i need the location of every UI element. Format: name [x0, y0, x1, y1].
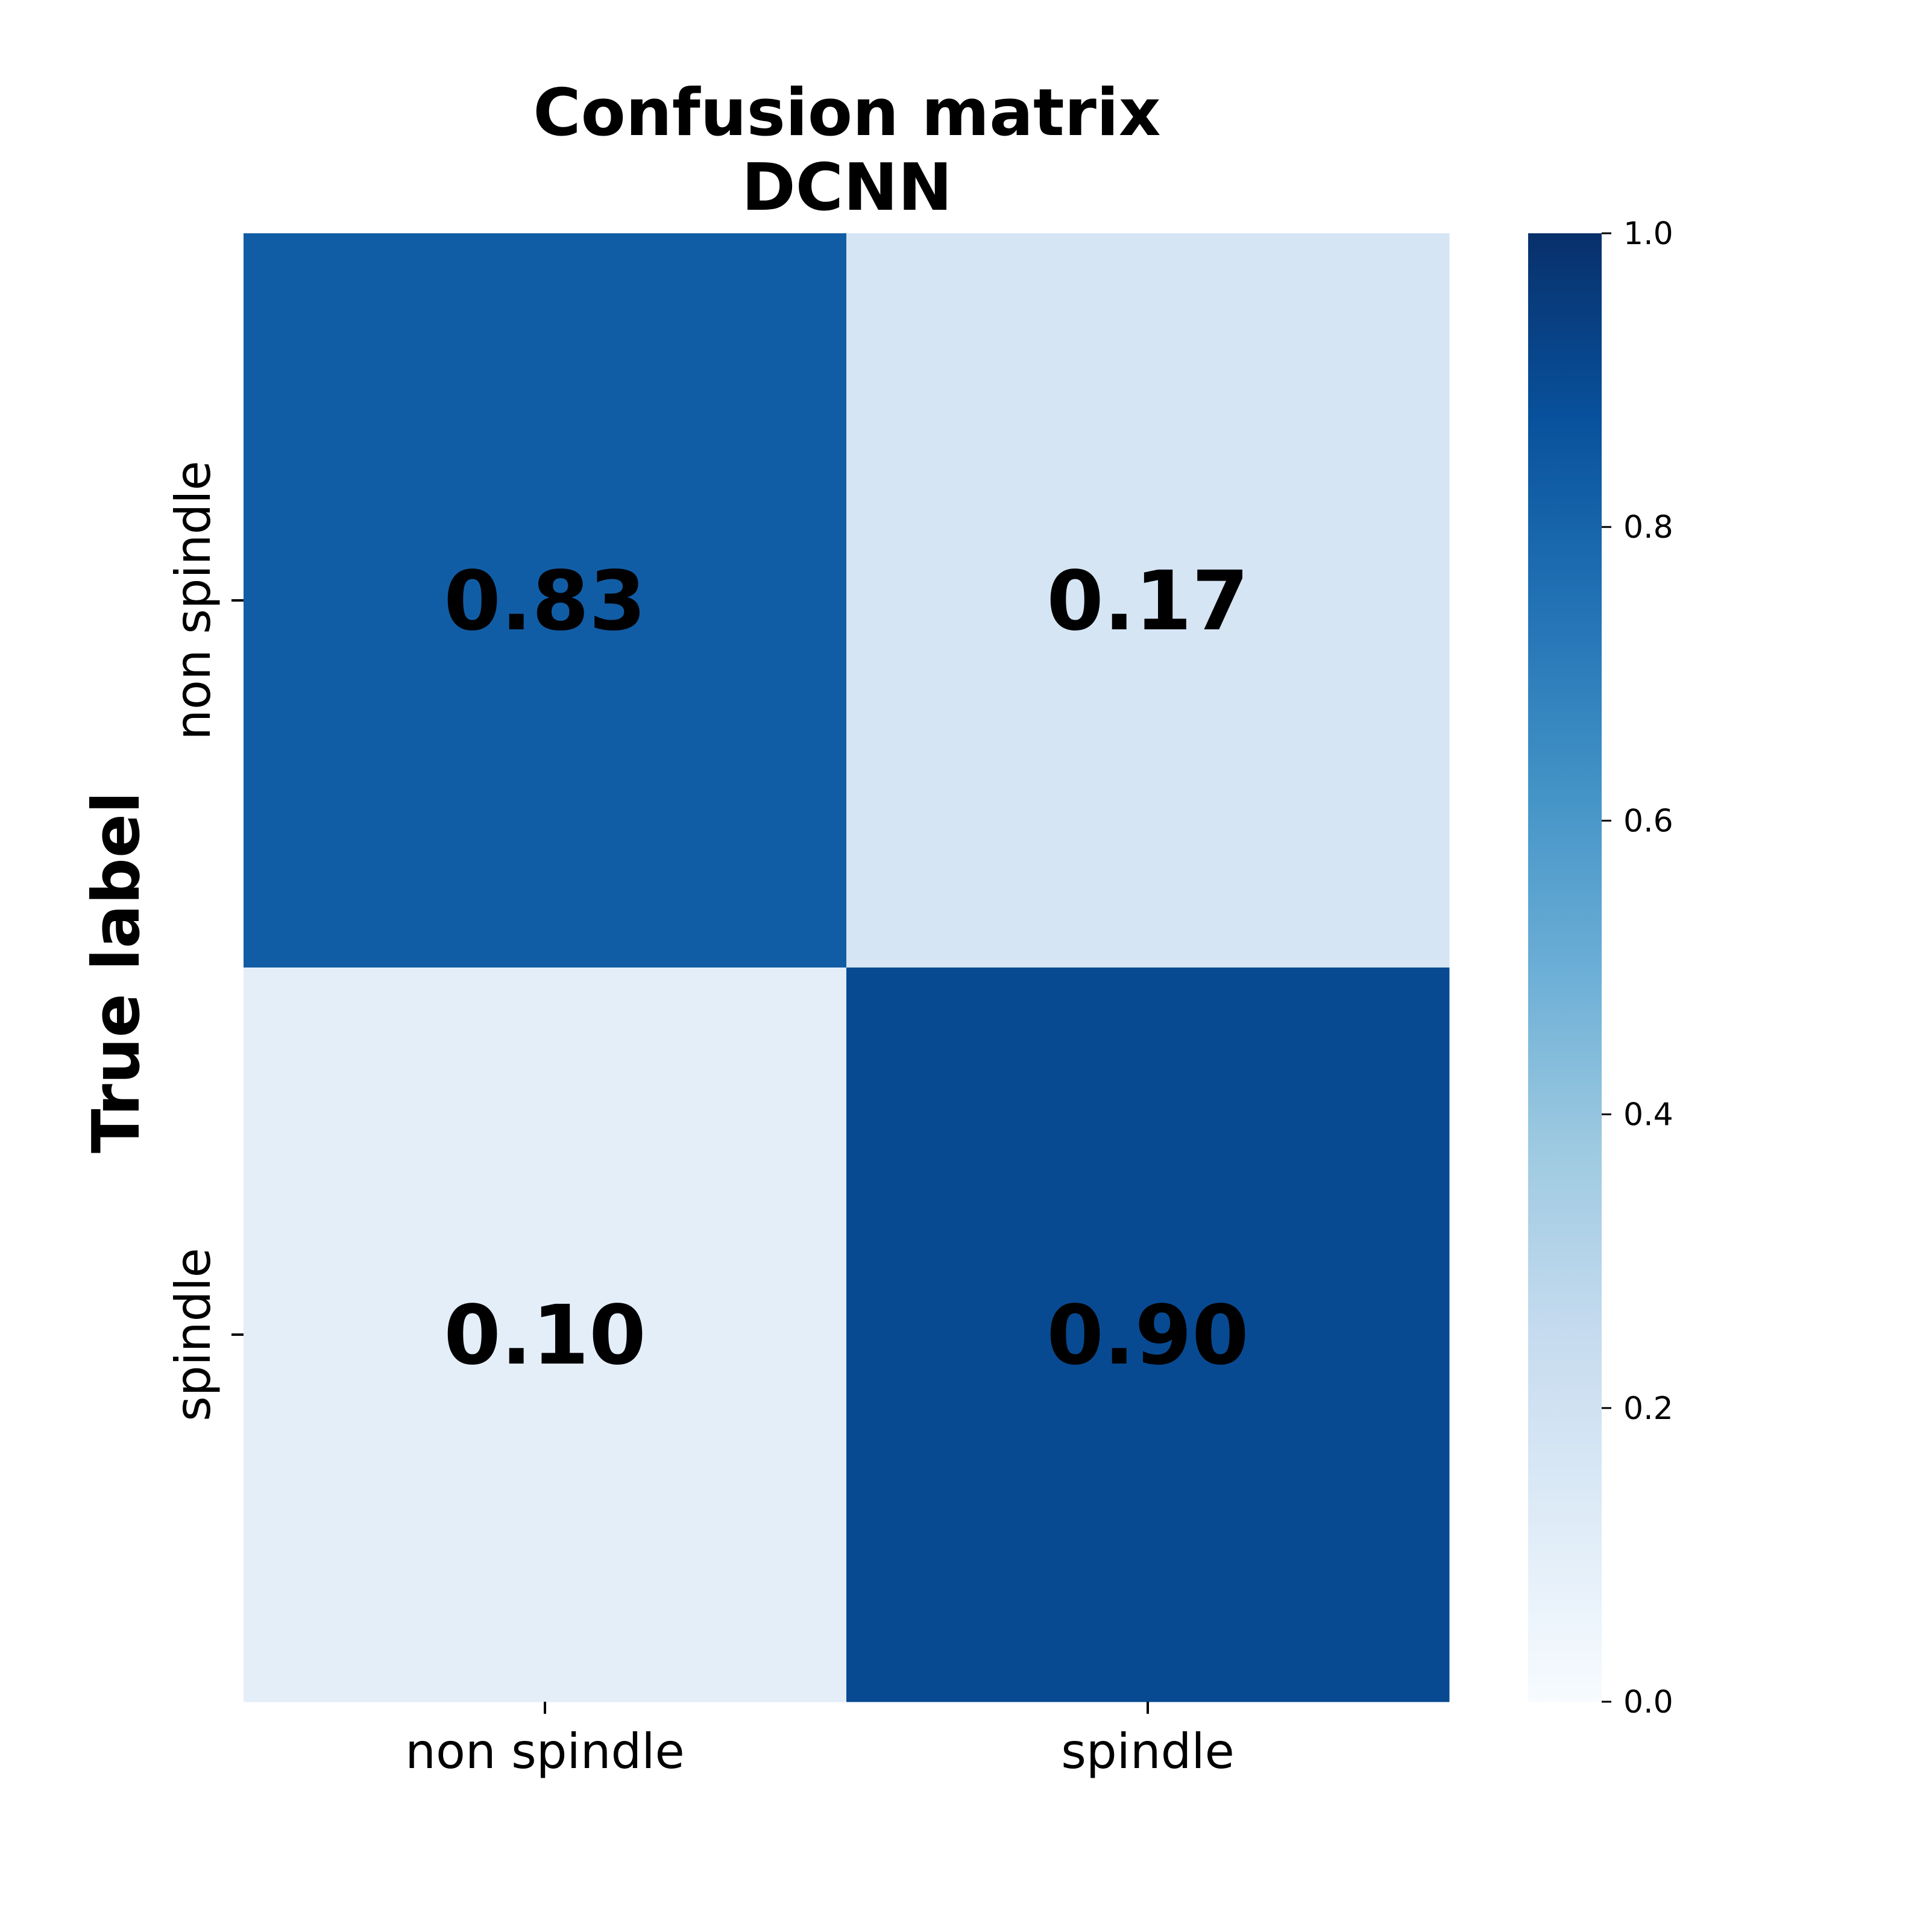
x-tick-label: spindle: [1061, 1723, 1235, 1779]
colorbar-tick-label: 0.4: [1623, 1097, 1673, 1133]
heatmap-cell: [244, 968, 847, 1702]
colorbar-tick-label: 0.6: [1623, 803, 1673, 839]
colorbar: 0.0 0.2 0.4 0.6 0.8 1.0: [1528, 216, 1673, 1720]
y-tick-label: non spindle: [165, 461, 221, 740]
cell-value-label: 0.90: [1046, 1288, 1249, 1383]
heatmap-cells: 0.83 0.17 0.10 0.90: [244, 233, 1450, 1702]
chart-title-line-2: DCNN: [741, 150, 952, 225]
x-tick-label: non spindle: [405, 1723, 684, 1779]
x-axis-ticks: non spindle spindle: [405, 1702, 1235, 1779]
colorbar-tick-label: 0.8: [1623, 509, 1673, 546]
cell-value-label: 0.83: [444, 554, 646, 649]
cell-value-label: 0.17: [1046, 554, 1249, 649]
colorbar-gradient: [1528, 233, 1602, 1702]
y-tick-label: spindle: [165, 1248, 221, 1421]
y-axis-ticks: non spindle spindle: [165, 461, 244, 1421]
heatmap-cell: [846, 968, 1450, 1702]
heatmap-cell: [846, 233, 1450, 968]
colorbar-tick-label: 1.0: [1623, 216, 1673, 252]
y-axis-label: True label: [79, 791, 154, 1153]
heatmap-cell: [244, 233, 847, 968]
chart-title-line-1: Confusion matrix: [533, 75, 1160, 151]
colorbar-ticks: 0.0 0.2 0.4 0.6 0.8 1.0: [1602, 216, 1673, 1720]
colorbar-tick-label: 0.0: [1623, 1684, 1673, 1720]
cell-value-label: 0.10: [444, 1288, 646, 1383]
colorbar-tick-label: 0.2: [1623, 1391, 1673, 1427]
